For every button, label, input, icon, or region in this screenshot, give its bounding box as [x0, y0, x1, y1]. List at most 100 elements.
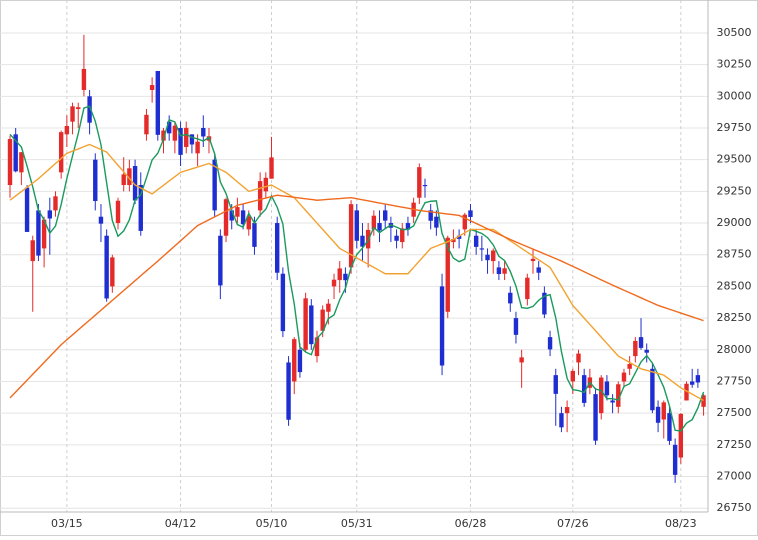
candle-body	[309, 305, 314, 345]
candle-body	[70, 106, 75, 122]
candle-body	[496, 267, 502, 274]
candle-body	[491, 250, 496, 262]
candle-body	[58, 132, 64, 173]
candle-body	[633, 340, 638, 357]
y-tick-label: 27750	[717, 374, 752, 387]
y-tick-label: 29750	[717, 121, 752, 134]
candle-body	[246, 216, 251, 230]
candle-body	[331, 279, 337, 287]
candle-body	[451, 239, 456, 243]
candle-body	[394, 235, 399, 241]
candle-body	[468, 210, 473, 217]
y-tick-label: 29500	[717, 153, 752, 166]
x-tick-label: 05/31	[341, 517, 373, 530]
candle-body	[274, 223, 280, 273]
candle-body	[13, 134, 18, 172]
candle-body	[405, 223, 411, 230]
candle-body	[655, 406, 661, 423]
candle-body	[127, 168, 132, 186]
candle-body	[19, 152, 24, 173]
candle-body	[292, 339, 297, 382]
x-tick-label: 08/23	[665, 517, 697, 530]
candle-body	[41, 219, 47, 249]
candle-body	[166, 121, 172, 134]
candle-body	[638, 337, 644, 348]
x-tick-label: 06/28	[455, 517, 487, 530]
candle-body	[98, 216, 104, 224]
candle-body	[581, 375, 587, 403]
candle-body	[564, 407, 570, 414]
candle-body	[644, 349, 649, 353]
candle-body	[530, 258, 536, 262]
candle-body	[189, 134, 195, 145]
y-tick-label: 29000	[717, 216, 752, 229]
candle-body	[701, 395, 706, 407]
moving-average-line	[9, 105, 705, 432]
candle-body	[473, 235, 479, 247]
candle-body	[360, 235, 365, 247]
candle-body	[297, 349, 303, 373]
candle-body	[479, 248, 485, 250]
candle-body	[320, 309, 325, 331]
candle-body	[252, 223, 257, 247]
candle-body	[559, 413, 564, 428]
candle-body	[172, 125, 178, 141]
y-tick-label: 28500	[717, 279, 752, 292]
y-tick-label: 29250	[717, 184, 752, 197]
candle-body	[684, 383, 689, 401]
candle-body	[269, 157, 274, 179]
candle-body	[348, 204, 354, 268]
candle-body	[53, 196, 58, 211]
candle-body	[610, 400, 615, 403]
candle-body	[36, 210, 41, 256]
candle-body	[667, 413, 672, 441]
candle-body	[115, 200, 121, 224]
candle-body	[434, 216, 439, 228]
candle-body	[439, 286, 445, 366]
y-tick-label: 30000	[717, 89, 752, 102]
candle-body	[661, 402, 666, 420]
candle-body	[24, 187, 30, 232]
candle-body	[354, 210, 359, 241]
candle-body	[235, 207, 240, 217]
y-tick-label: 28000	[717, 343, 752, 356]
y-tick-label: 27250	[717, 438, 752, 451]
candle-body	[121, 174, 126, 186]
candle-body	[326, 303, 331, 312]
candle-body	[138, 185, 143, 231]
moving-average-line	[9, 194, 704, 399]
candle-body	[536, 267, 541, 273]
candle-body	[400, 228, 405, 243]
candle-body	[599, 377, 604, 414]
candle-body	[456, 235, 462, 239]
candle-body	[343, 273, 348, 281]
candle-body	[604, 381, 610, 396]
x-tick-label: 04/12	[165, 517, 197, 530]
candle-body	[462, 214, 467, 230]
candle-body	[7, 139, 13, 186]
candle-body	[627, 363, 632, 369]
candle-body	[513, 318, 519, 335]
x-tick-label: 05/10	[256, 517, 288, 530]
candle-body	[93, 159, 98, 201]
candle-body	[110, 257, 115, 287]
candle-body	[695, 375, 701, 383]
candle-body	[87, 96, 92, 123]
candle-body	[149, 85, 155, 90]
y-tick-label: 28750	[717, 248, 752, 261]
candle-body	[621, 372, 627, 382]
candle-body	[257, 181, 263, 211]
candle-body	[525, 277, 530, 300]
candle-body	[576, 353, 581, 363]
y-tick-label: 28250	[717, 311, 752, 324]
candle-body	[303, 298, 308, 350]
y-tick-label: 27000	[717, 470, 752, 483]
candle-body	[445, 237, 450, 312]
candle-body	[218, 235, 223, 286]
moving-average-line	[9, 143, 704, 402]
candle-body	[132, 166, 138, 201]
candle-body	[184, 127, 189, 148]
candle-body	[337, 268, 342, 281]
